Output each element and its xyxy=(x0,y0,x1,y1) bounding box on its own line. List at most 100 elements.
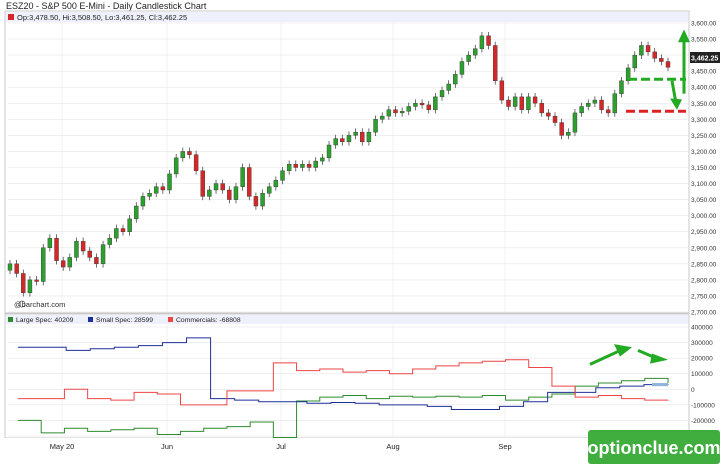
price-tick-label: 3,000.00 xyxy=(691,213,717,220)
candle-down xyxy=(599,99,604,110)
cot-y-axis: 4000003000002000001000000-100000-200000-… xyxy=(691,325,715,441)
candle-up xyxy=(326,144,332,159)
cot-tick-label: -200000 xyxy=(691,418,715,425)
price-tick-label: 2,750.00 xyxy=(691,293,717,300)
legend-swatch xyxy=(168,317,173,322)
price-tick-label: 3,600.00 xyxy=(691,21,717,28)
candle-down xyxy=(306,164,312,168)
candle-up xyxy=(213,183,219,191)
date-tick-label: Jun xyxy=(161,442,173,451)
cot-series-lines xyxy=(18,337,669,439)
price-tick-label: 2,950.00 xyxy=(691,229,717,236)
candle-up xyxy=(586,103,591,107)
last-price-label: 3,462.25 xyxy=(691,56,718,63)
price-tick-label: 3,400.00 xyxy=(691,85,717,92)
price-panel xyxy=(4,10,690,314)
legend-entry: Small Spec: 28599 xyxy=(96,317,153,324)
price-tick-label: 3,250.00 xyxy=(691,133,717,140)
cot-arrow-down-icon xyxy=(650,353,668,364)
date-tick-label: Jul xyxy=(276,442,286,451)
legend-entry: Commercials: -68808 xyxy=(176,317,241,324)
candle-up xyxy=(406,106,411,112)
price-tick-label: 2,800.00 xyxy=(691,277,717,284)
candle-down xyxy=(80,241,86,252)
candle-up xyxy=(453,74,458,85)
candle-up xyxy=(107,237,112,245)
candle-up xyxy=(100,244,106,265)
brand-badge[interactable] xyxy=(588,430,720,464)
candle-up xyxy=(207,189,212,197)
ohlc-readout: Op:3,478.50, Hi:3,508.50, Lo:3,461.25, C… xyxy=(17,13,187,22)
candle-down xyxy=(187,151,192,155)
candle-down xyxy=(499,80,505,101)
candle-up xyxy=(127,218,132,232)
candle-down xyxy=(532,96,538,104)
candle-down xyxy=(94,257,99,265)
candle-up xyxy=(300,164,305,168)
candle-up xyxy=(273,180,279,187)
candle-down xyxy=(34,279,39,282)
candle-up xyxy=(167,173,172,191)
date-tick-label: Aug xyxy=(386,442,399,451)
candle-down xyxy=(652,51,657,59)
candle-up xyxy=(512,96,518,107)
candle-up xyxy=(632,54,637,69)
cot-legend: Large Spec: 40209 Small Spec: 28599 Commer… xyxy=(8,317,241,324)
candle-down xyxy=(340,138,345,143)
price-tick-label: 3,300.00 xyxy=(691,117,717,124)
candle-down xyxy=(419,103,425,106)
price-tick-label: 3,550.00 xyxy=(691,37,717,44)
cot-tick-label: 100000 xyxy=(691,371,713,378)
legend-swatch xyxy=(8,317,13,322)
arrow-down-icon xyxy=(670,98,682,110)
ohlc-band xyxy=(6,12,688,22)
candle-up xyxy=(386,109,392,117)
candle-up xyxy=(592,99,598,104)
cot-panel xyxy=(4,313,690,439)
candle-up xyxy=(625,67,631,82)
annotations xyxy=(589,29,690,366)
cot-tick-label: 300000 xyxy=(691,340,713,347)
candle-up xyxy=(399,111,405,114)
candle-up xyxy=(286,164,292,171)
candle-up xyxy=(439,90,445,98)
candle-up xyxy=(473,48,478,56)
candle-down xyxy=(426,104,431,110)
cot-legend-band xyxy=(6,315,688,324)
barchart-logo-icon xyxy=(18,300,26,308)
commercials-line xyxy=(18,359,669,406)
candle-up xyxy=(459,61,465,75)
title-band xyxy=(0,0,720,12)
candle-up xyxy=(74,241,79,258)
candle-down xyxy=(54,237,59,261)
price-tick-label: 2,700.00 xyxy=(691,310,717,317)
candle-down xyxy=(552,115,558,123)
price-grid xyxy=(8,22,688,437)
candle-up xyxy=(566,131,571,136)
cot-tick-label: -100000 xyxy=(691,402,715,409)
price-tick-label: 3,100.00 xyxy=(691,181,717,188)
candle-down xyxy=(87,250,92,258)
date-tick-label: May 20 xyxy=(50,442,75,451)
arrow-up-icon xyxy=(678,29,690,43)
candle-up xyxy=(612,93,618,114)
candle-down xyxy=(393,109,398,114)
candle-up xyxy=(41,247,46,282)
cot-tick-label: 0 xyxy=(691,387,695,394)
candle-up xyxy=(260,192,265,207)
brand-text[interactable]: optionclue.com xyxy=(587,438,720,458)
candle-up xyxy=(267,186,272,194)
candle-up xyxy=(173,157,179,175)
last-price-tag xyxy=(690,52,720,63)
small-spec-line xyxy=(18,337,669,411)
candle-up xyxy=(134,205,139,220)
candle-up xyxy=(446,83,451,91)
candle-up xyxy=(320,157,325,162)
candle-up xyxy=(526,96,531,110)
candle-down xyxy=(253,196,259,207)
candle-up xyxy=(619,80,624,94)
candle-down xyxy=(546,112,551,117)
candle-down xyxy=(200,170,205,197)
candle-down xyxy=(247,167,252,197)
